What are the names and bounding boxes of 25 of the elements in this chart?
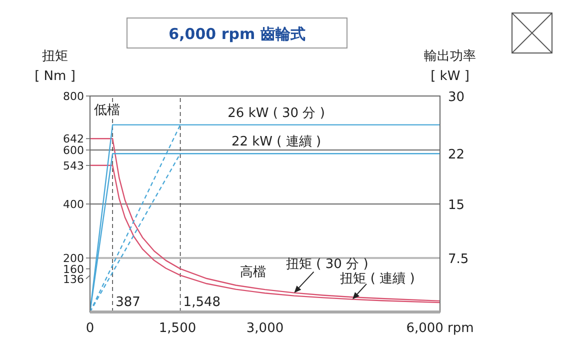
y2-tick-label: 22 (448, 148, 465, 163)
chart-title: 6,000 rpm 齒輪式 (168, 25, 306, 43)
y-tick-label: 642 (63, 132, 84, 146)
y2-tick-label: 15 (448, 198, 465, 213)
y-tick-label: 800 (63, 90, 84, 103)
y-tick-label: 200 (63, 252, 84, 265)
x-tick-label: 6,000 rpm (406, 321, 474, 336)
y2-tick-label: 7.5 (448, 252, 469, 267)
series-label: 扭矩 ( 30 分 ) (286, 256, 368, 272)
ref-line-label: 387 (116, 295, 140, 310)
y-tick-label: 400 (63, 198, 84, 211)
annotation: 低檔 (94, 103, 120, 118)
x-tick-label: 1,500 (158, 321, 196, 336)
series-label: 扭矩 ( 連續 ) (340, 271, 415, 286)
y2-axis-title: 輸出功率 [ kW ] (424, 48, 476, 84)
ref-line-label: 1,548 (183, 295, 221, 310)
y-axis-title: 扭矩 [ Nm ] (34, 49, 76, 84)
y-tick-label: 543 (63, 159, 84, 172)
annotation: 高檔 (240, 264, 266, 280)
x-tick-label: 3,000 (246, 321, 284, 336)
series-label: 26 kW ( 30 分 ) (228, 106, 325, 121)
y2-tick-label: 30 (448, 90, 465, 105)
series-label: 22 kW ( 連續 ) (231, 134, 322, 150)
y-tick-label: 600 (63, 144, 84, 157)
x-tick-label: 0 (86, 321, 94, 336)
